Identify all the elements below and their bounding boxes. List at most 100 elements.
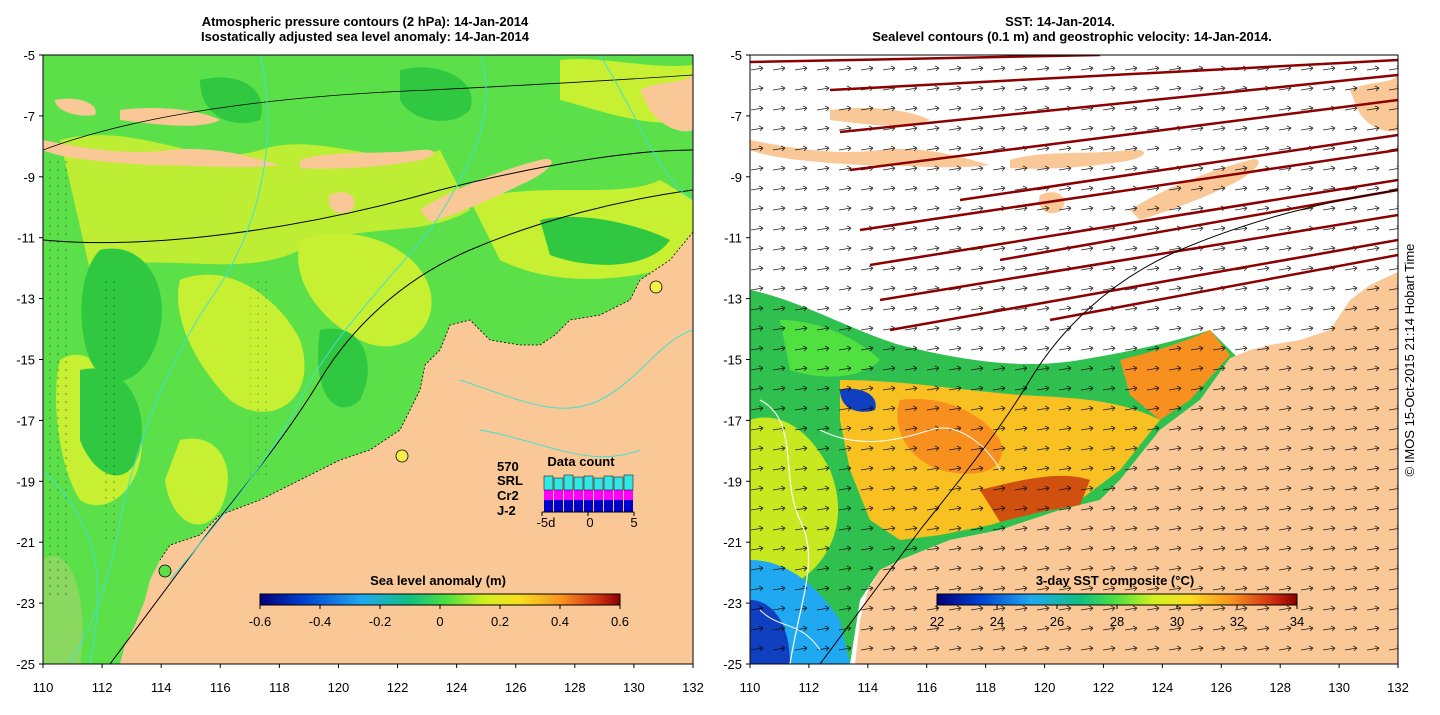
sla-colorbar-label: Sea level anomaly (m) (370, 573, 506, 588)
sla-colorbar: Sea level anomaly (m) -0.6 -0.4 -0.2 0 0.2 0.… (249, 573, 629, 629)
lon-tick-label: 118 (269, 680, 290, 695)
lat-tick-label: -7 (730, 109, 742, 124)
count-bar-srl (593, 477, 604, 491)
lon-tick-label: 114 (151, 680, 172, 695)
lat-tick-label: -25 (16, 657, 35, 672)
lon-tick-label: 112 (799, 680, 820, 695)
count-bar-srl (543, 475, 554, 491)
lon-tick-label: 120 (328, 680, 350, 695)
right-title-line2: Sealevel contours (0.1 m) and geostrophi… (872, 29, 1272, 44)
sst-map: SST: 14-Jan-2014. Sealevel contours (0.1… (749, 14, 1399, 665)
mission-label-cr2: Cr2 (497, 488, 519, 503)
sst-colorbar: 3-day SST composite (°C) 22 24 26 28 30 32 34 (930, 573, 1304, 629)
lon-tick-label: 124 (446, 680, 468, 695)
count-bar-srl (573, 476, 584, 491)
lon-tick-label: 132 (682, 680, 704, 695)
colorbar-tick-label: 24 (990, 614, 1004, 629)
lon-tick-label: 128 (1269, 680, 1291, 695)
australia-landmass (120, 232, 693, 664)
colorbar-tick-label: 26 (1050, 614, 1064, 629)
colorbar-tick-label: 22 (930, 614, 944, 629)
count-bar-srl (553, 477, 564, 491)
count-axis-tick-mid: 0 (586, 515, 593, 530)
count-bar-cr2 (624, 490, 633, 500)
lon-tick-label: 116 (210, 680, 231, 695)
lat-tick-label: -5 (23, 48, 35, 63)
lat-tick-label: -11 (724, 231, 742, 246)
count-bar-j2 (554, 500, 563, 512)
colorbar-tick-label: -0.6 (249, 614, 271, 629)
count-bar-j2 (614, 500, 623, 512)
lon-tick-label: 130 (1328, 680, 1350, 695)
lat-tick-label: -17 (16, 413, 35, 428)
lon-tick-label: 118 (975, 680, 996, 695)
count-bar-j2 (574, 500, 583, 512)
count-bar-cr2 (614, 490, 623, 500)
lat-tick-label: -17 (723, 413, 742, 428)
count-bar-cr2 (554, 490, 563, 500)
lon-tick-label: 132 (1387, 680, 1409, 695)
lat-tick-label: -19 (16, 474, 35, 489)
lon-tick-label: 110 (33, 680, 54, 695)
count-bar-j2 (584, 500, 593, 512)
count-bar-srl (583, 475, 594, 491)
count-bar-cr2 (604, 490, 613, 500)
lat-tick-label: -21 (16, 535, 35, 550)
lat-tick-label: -19 (723, 474, 742, 489)
count-bar-cr2 (584, 490, 593, 500)
lon-tick-label: 126 (1210, 680, 1232, 695)
imos-credit: © IMOS 15-Oct-2015 21:14 Hobart Time (1402, 244, 1417, 477)
lat-tick-label: -9 (23, 170, 35, 185)
colorbar-tick-label: 28 (1110, 614, 1124, 629)
count-bar-srl (623, 474, 634, 491)
sea-level-anomaly-map: Atmospheric pressure contours (2 hPa): 1… (42, 14, 694, 665)
lat-tick-label: -7 (23, 109, 35, 124)
count-bar-cr2 (574, 490, 583, 500)
data-count-inset: Data count 570 SRL Cr2 J-2 -5d 0 5 (497, 454, 638, 530)
lat-tick-label: -21 (723, 535, 742, 550)
lon-tick-label: 124 (1152, 680, 1174, 695)
left-axes: -5 -7 -9 -11 -13 -15 -17 -19 -21 -23 -25 110 112 114 1… (16, 48, 704, 695)
lat-tick-label: -9 (730, 170, 742, 185)
colorbar-tick-label: 0.4 (551, 614, 569, 629)
sst-colorbar-gradient (936, 593, 1298, 606)
lon-tick-label: 126 (505, 680, 527, 695)
lat-tick-label: -13 (723, 292, 742, 307)
left-title-line2: Isostatically adjusted sea level anomaly… (201, 29, 530, 44)
lon-tick-label: 110 (740, 680, 761, 695)
lon-tick-label: 122 (387, 680, 409, 695)
count-bar-srl (563, 474, 574, 491)
count-bar-cr2 (564, 490, 573, 500)
lat-tick-label: -15 (16, 353, 35, 368)
count-axis-tick-start: -5d (537, 515, 556, 530)
count-bar-cr2 (594, 490, 603, 500)
count-bar-j2 (544, 500, 553, 512)
lat-tick-label: -11 (17, 231, 35, 246)
count-bar-j2 (594, 500, 603, 512)
lat-tick-label: -23 (723, 596, 742, 611)
colorbar-tick-label: 32 (1230, 614, 1244, 629)
data-count-bars (543, 474, 634, 512)
count-bar-cr2 (544, 490, 553, 500)
lon-tick-label: 130 (623, 680, 645, 695)
lat-tick-label: -25 (723, 657, 742, 672)
right-axes: -5 -7 -9 -11 -13 -15 -17 -19 -21 -23 -25 110 112 114 1… (723, 48, 1409, 695)
count-axis-tick-end: 5 (630, 515, 637, 530)
lon-tick-label: 128 (564, 680, 586, 695)
data-count-total: 570 (497, 459, 519, 474)
lon-tick-label: 114 (857, 680, 878, 695)
lat-tick-label: -13 (16, 292, 35, 307)
lat-tick-label: -5 (730, 48, 742, 63)
colorbar-tick-label: -0.4 (309, 614, 331, 629)
mission-label-srl: SRL (497, 473, 523, 488)
lat-tick-label: -15 (723, 353, 742, 368)
lon-tick-label: 116 (916, 680, 937, 695)
data-count-title: Data count (547, 454, 615, 469)
mission-label-j2: J-2 (497, 503, 516, 518)
count-bar-srl (603, 475, 614, 491)
count-bar-j2 (564, 500, 573, 512)
colorbar-tick-label: 30 (1170, 614, 1184, 629)
lon-tick-label: 112 (92, 680, 113, 695)
lon-tick-label: 120 (1034, 680, 1056, 695)
